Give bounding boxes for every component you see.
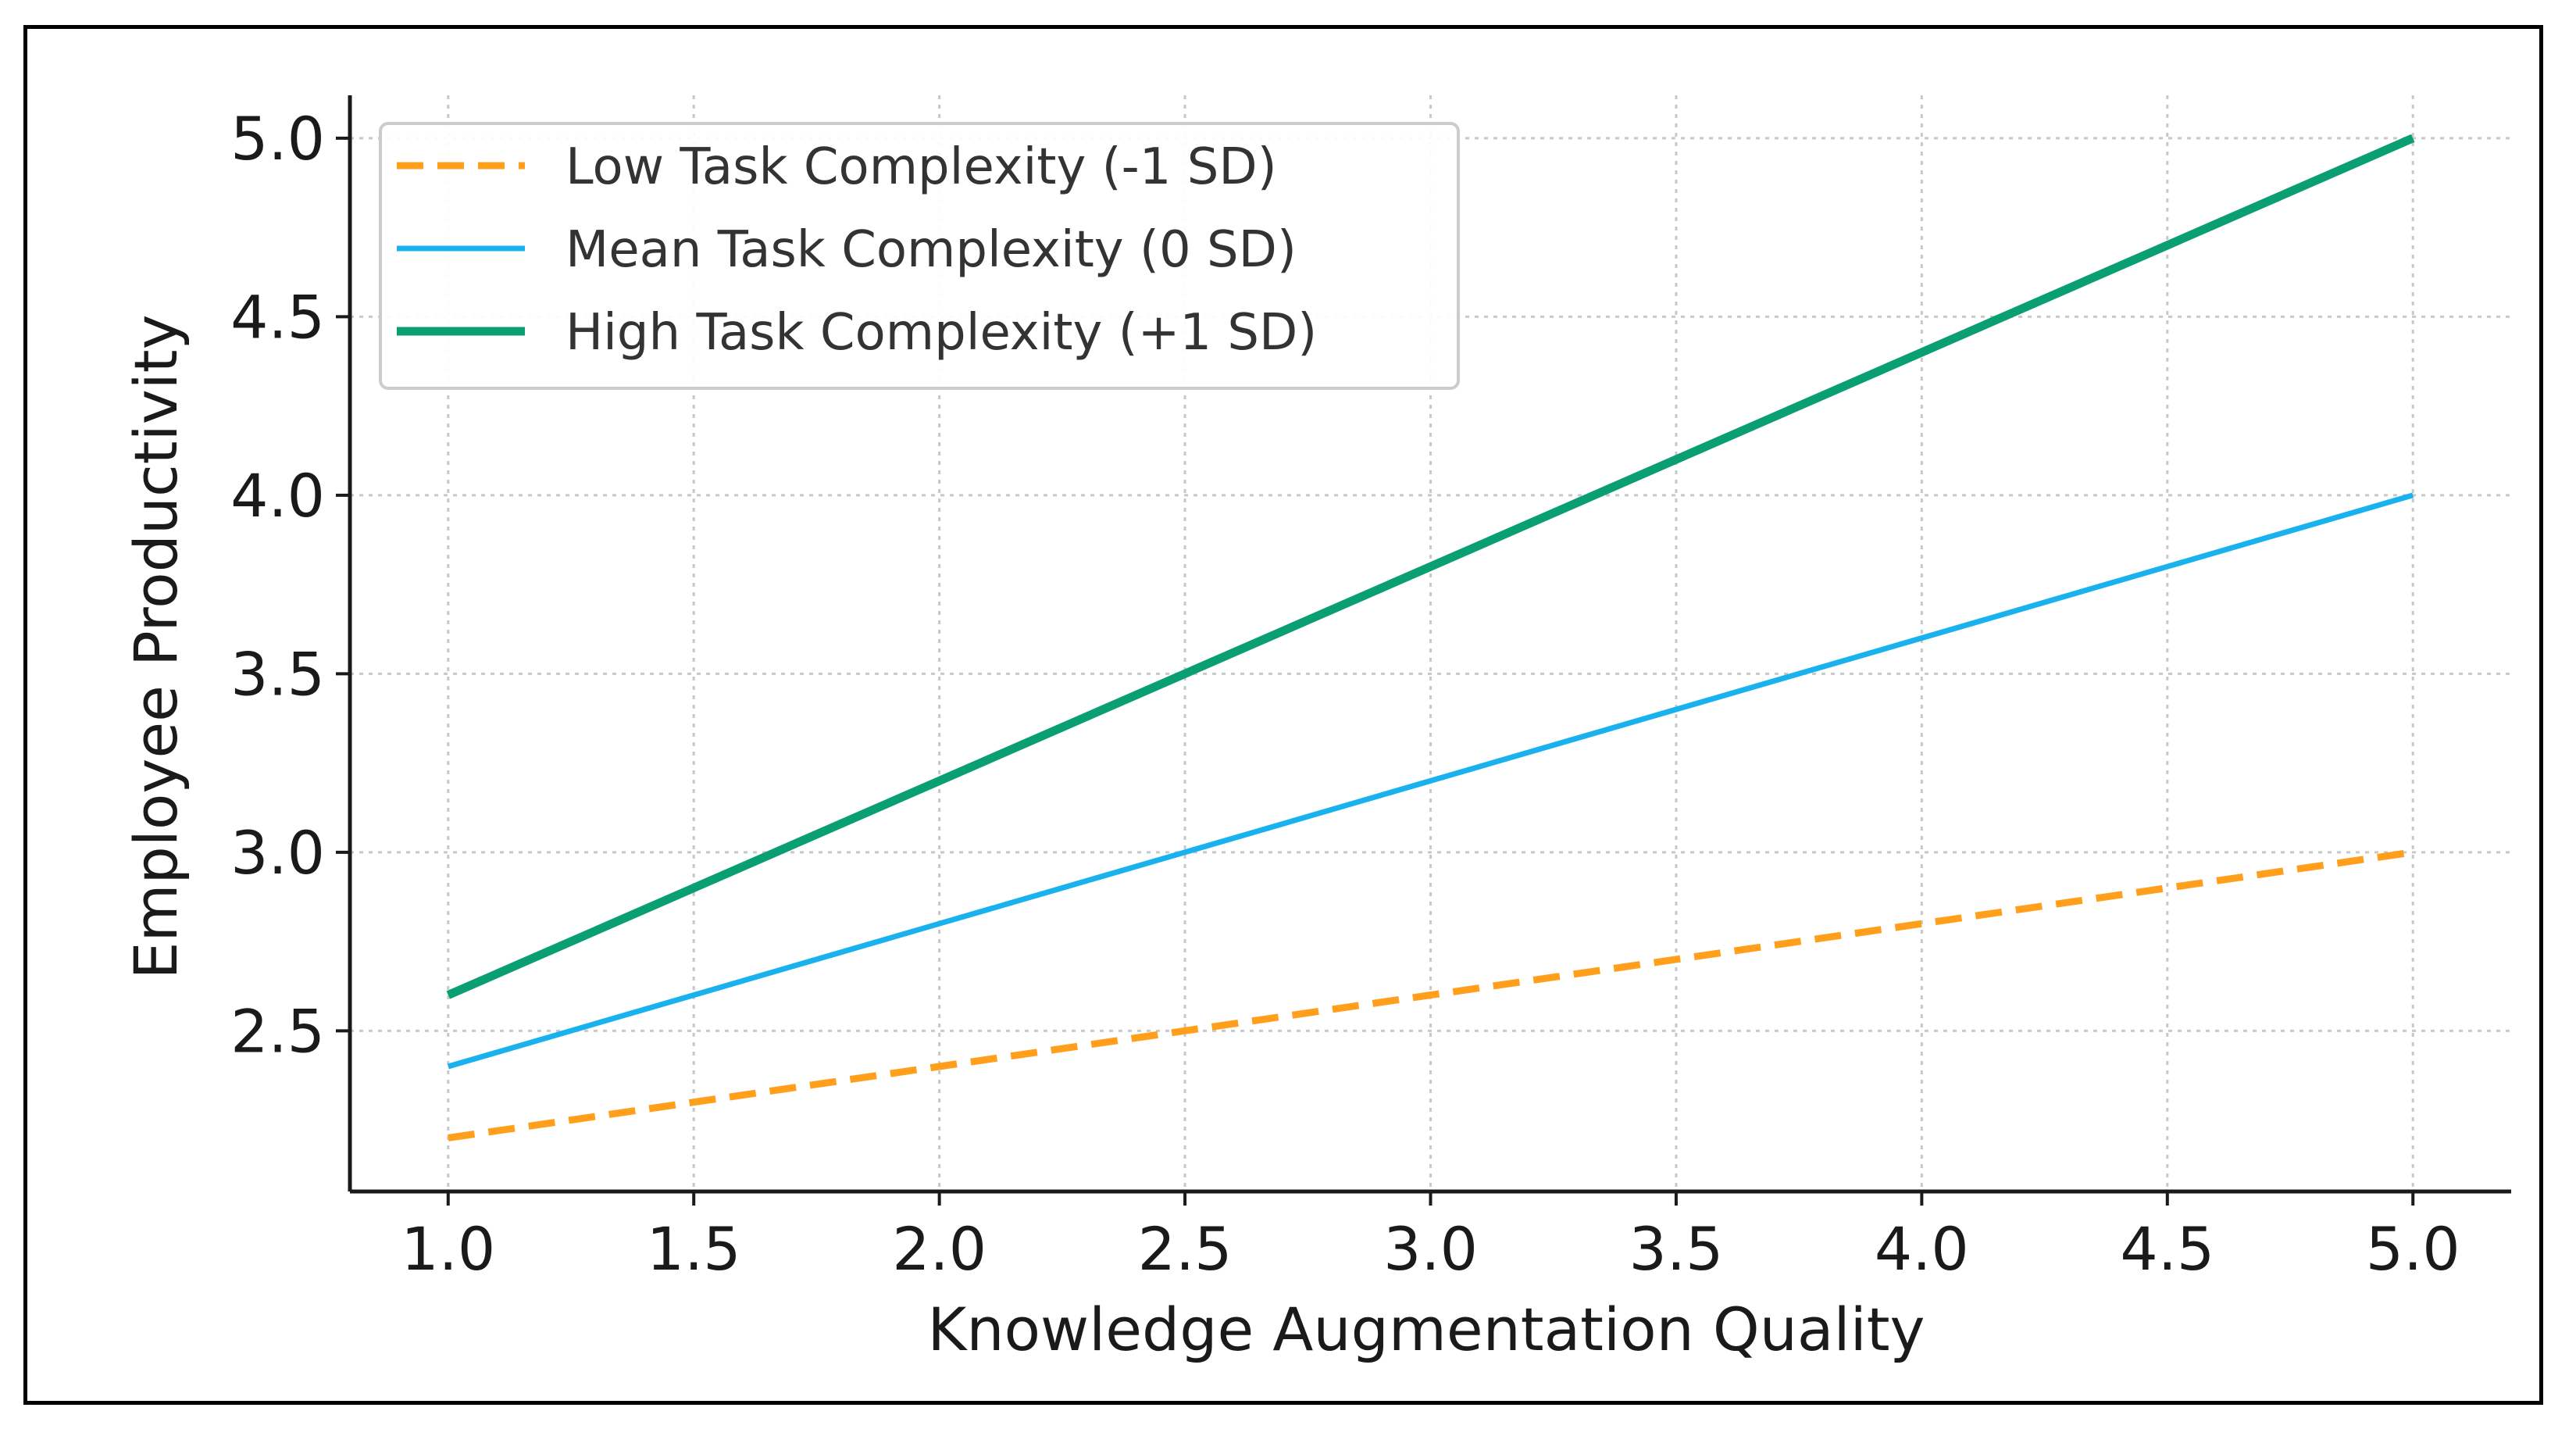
y-tick-label: 3.0 (230, 818, 325, 888)
series-lines (446, 134, 2415, 1141)
legend-entries: Low Task Complexity (-1 SD) Mean Task Com… (397, 138, 1317, 362)
y-tick-label: 4.5 (230, 282, 325, 352)
legend-label-2: Mean Task Complexity (0 SD) (566, 221, 1297, 279)
series-line-2 (447, 492, 2414, 1070)
x-tick-label: 2.5 (1138, 1214, 1233, 1284)
legend-label-3: High Task Complexity (+1 SD) (566, 304, 1317, 362)
series-line-1 (448, 848, 2414, 1141)
series-line-3 (446, 134, 2415, 999)
x-tick-label: 4.0 (1875, 1214, 1969, 1284)
x-tick-label: 4.5 (2120, 1214, 2214, 1284)
x-tick-label: 3.0 (1383, 1214, 1478, 1284)
x-tick-label: 5.0 (2366, 1214, 2460, 1284)
y-tick-label: 4.0 (230, 461, 325, 531)
y-tick-label: 5.0 (230, 104, 325, 173)
y-axis-title: Employee Productivity (121, 314, 191, 979)
y-tick-label: 3.5 (230, 639, 325, 709)
x-tick-label: 1.0 (401, 1214, 495, 1284)
x-tick-label: 1.5 (647, 1214, 741, 1284)
x-tick-label: 2.0 (892, 1214, 987, 1284)
y-tick-label: 2.5 (230, 996, 325, 1066)
legend-box (379, 122, 1460, 390)
x-tick-label: 3.5 (1629, 1214, 1723, 1284)
legend: Low Task Complexity (-1 SD) Mean Task Com… (379, 122, 1460, 390)
x-axis-title: Knowledge Augmentation Quality (928, 1295, 1925, 1364)
tick-marks (336, 136, 2415, 1206)
tick-labels: 1.0 1.5 2.0 2.5 3.0 3.5 4.0 4.5 5.0 2.5 3.0 3.5 4.0 4… (230, 104, 2460, 1284)
legend-label-1: Low Task Complexity (-1 SD) (566, 138, 1277, 196)
